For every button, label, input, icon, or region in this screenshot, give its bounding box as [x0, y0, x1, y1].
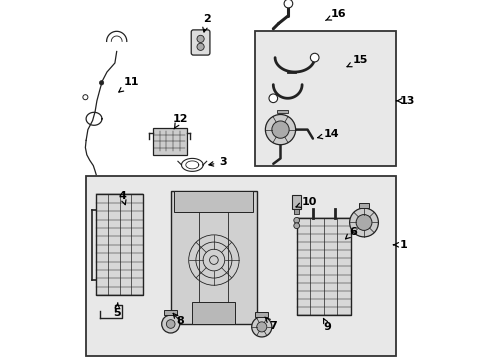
- Circle shape: [271, 121, 288, 138]
- FancyBboxPatch shape: [191, 30, 209, 55]
- Text: 7: 7: [264, 317, 277, 331]
- Text: 16: 16: [325, 9, 346, 21]
- Bar: [96, 194, 142, 295]
- Text: 14: 14: [317, 129, 339, 139]
- Circle shape: [310, 53, 318, 62]
- Bar: [86, 176, 395, 356]
- Text: 9: 9: [323, 319, 331, 332]
- Circle shape: [197, 35, 204, 42]
- Bar: [170, 191, 257, 324]
- Bar: [164, 310, 177, 315]
- Circle shape: [166, 320, 175, 328]
- Bar: [292, 195, 301, 209]
- Circle shape: [293, 223, 299, 229]
- Bar: [255, 312, 268, 317]
- Circle shape: [197, 43, 204, 50]
- Circle shape: [355, 215, 371, 230]
- Circle shape: [349, 208, 378, 237]
- Text: 4: 4: [118, 191, 126, 205]
- Circle shape: [293, 217, 299, 223]
- Circle shape: [265, 114, 295, 145]
- Text: 1: 1: [393, 240, 406, 250]
- Text: 5: 5: [113, 303, 121, 318]
- Text: 13: 13: [396, 96, 414, 106]
- Bar: [296, 218, 350, 315]
- Circle shape: [268, 94, 277, 103]
- Circle shape: [256, 322, 266, 332]
- Bar: [192, 302, 235, 324]
- Text: 12: 12: [172, 114, 187, 129]
- Circle shape: [99, 81, 103, 85]
- Text: 8: 8: [173, 313, 183, 327]
- Text: 3: 3: [208, 157, 226, 167]
- Text: 2: 2: [203, 14, 210, 32]
- Bar: [152, 128, 186, 155]
- Text: 6: 6: [345, 227, 356, 239]
- Text: 11: 11: [119, 77, 139, 92]
- Text: 10: 10: [295, 197, 317, 207]
- Circle shape: [284, 0, 292, 8]
- Text: 15: 15: [346, 55, 367, 67]
- Bar: [174, 191, 253, 212]
- Circle shape: [162, 315, 179, 333]
- Bar: [294, 209, 299, 214]
- Bar: [276, 110, 287, 113]
- Bar: [358, 203, 368, 208]
- Circle shape: [251, 317, 271, 337]
- Bar: [255, 31, 395, 166]
